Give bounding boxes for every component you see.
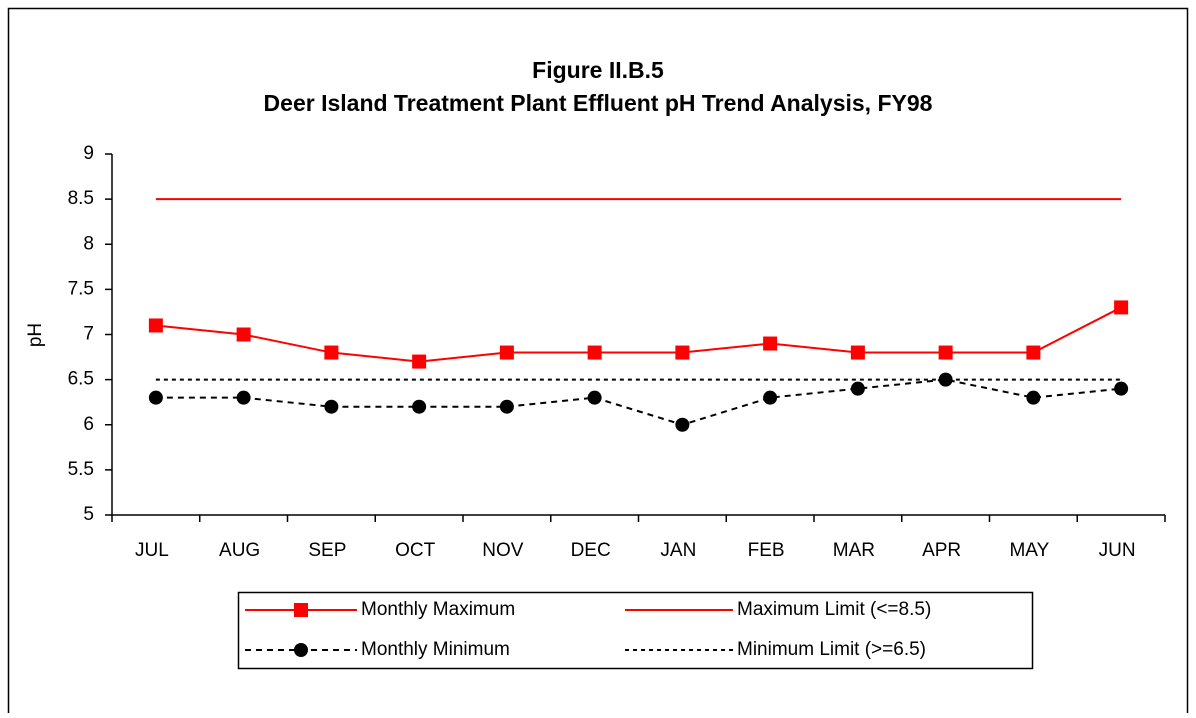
y-axis-label: pH bbox=[25, 323, 46, 347]
x-tick-label: FEB bbox=[748, 540, 785, 561]
x-tick-label: JAN bbox=[660, 540, 696, 561]
marker bbox=[236, 327, 251, 342]
marker bbox=[499, 399, 514, 414]
marker bbox=[938, 372, 953, 387]
marker bbox=[148, 318, 163, 333]
x-tick-label: APR bbox=[922, 540, 961, 561]
marker bbox=[1026, 390, 1041, 405]
legend-label: Monthly Minimum bbox=[361, 639, 510, 660]
marker bbox=[587, 390, 602, 405]
series-line bbox=[155, 378, 1122, 426]
y-tick-label: 8 bbox=[83, 233, 94, 254]
legend-label: Maximum Limit (<=8.5) bbox=[737, 599, 931, 620]
marker bbox=[1114, 381, 1129, 396]
series-line bbox=[155, 306, 1122, 363]
y-tick-label: 7.5 bbox=[68, 278, 94, 299]
x-tick-label: MAY bbox=[1009, 540, 1049, 561]
marker bbox=[1114, 300, 1129, 315]
marker bbox=[850, 381, 865, 396]
y-tick-label: 9 bbox=[83, 143, 94, 164]
marker bbox=[1026, 345, 1041, 360]
marker bbox=[763, 336, 778, 351]
legend-marker bbox=[294, 643, 308, 657]
x-tick-label: NOV bbox=[482, 540, 524, 561]
marker bbox=[324, 345, 339, 360]
legend-label: Monthly Maximum bbox=[361, 599, 515, 620]
y-tick-label: 5 bbox=[83, 504, 94, 525]
y-tick-label: 6.5 bbox=[68, 369, 94, 390]
marker bbox=[675, 345, 690, 360]
marker bbox=[938, 345, 953, 360]
marker bbox=[148, 390, 163, 405]
marker bbox=[324, 399, 339, 414]
legend-label: Minimum Limit (>=6.5) bbox=[737, 639, 926, 660]
marker bbox=[236, 390, 251, 405]
marker bbox=[675, 417, 690, 432]
y-tick-label: 5.5 bbox=[68, 459, 94, 480]
marker bbox=[763, 390, 778, 405]
y-tick-label: 7 bbox=[83, 324, 94, 345]
marker bbox=[850, 345, 865, 360]
x-tick-label: JUL bbox=[135, 540, 169, 561]
x-tick-label: JUN bbox=[1099, 540, 1136, 561]
x-tick-label: OCT bbox=[395, 540, 436, 561]
marker bbox=[412, 399, 427, 414]
legend-box bbox=[237, 591, 1034, 670]
x-tick-label: SEP bbox=[308, 540, 346, 561]
chart-subtitle: Deer Island Treatment Plant Effluent pH … bbox=[264, 90, 933, 116]
x-tick-label: DEC bbox=[571, 540, 611, 561]
x-tick-label: AUG bbox=[219, 540, 260, 561]
legend-marker bbox=[294, 603, 308, 617]
marker bbox=[499, 345, 514, 360]
y-tick-label: 6 bbox=[83, 414, 94, 435]
x-tick-label: MAR bbox=[833, 540, 875, 561]
y-tick-label: 8.5 bbox=[68, 188, 94, 209]
chart-title: Figure II.B.5 bbox=[532, 57, 664, 83]
marker bbox=[412, 354, 427, 369]
marker bbox=[587, 345, 602, 360]
